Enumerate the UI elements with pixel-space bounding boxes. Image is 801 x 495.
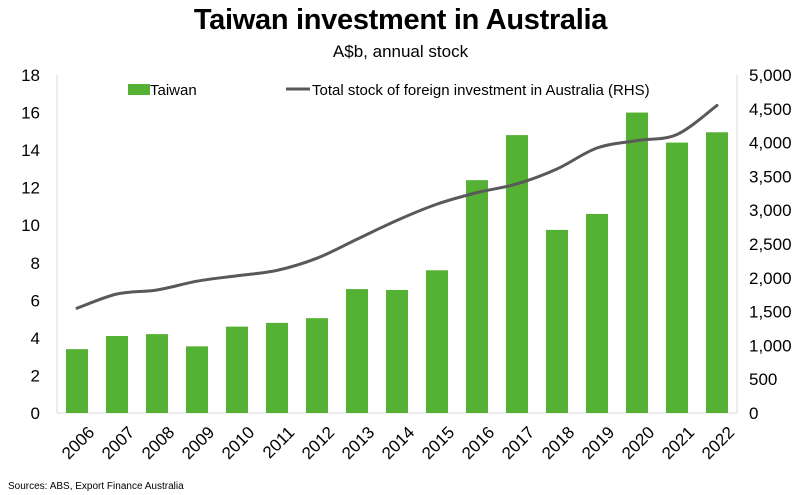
x-tick-label: 2009 xyxy=(178,423,218,463)
bar-taiwan-2010 xyxy=(226,326,248,413)
x-tick-label: 2008 xyxy=(138,423,178,463)
bar-taiwan-2018 xyxy=(546,229,568,413)
y-right-tick-label: 2,500 xyxy=(749,235,792,254)
x-tick-label: 2020 xyxy=(618,423,658,463)
bar-taiwan-2014 xyxy=(386,290,408,413)
y-right-tick-label: 1,500 xyxy=(749,303,792,322)
y-left-tick-label: 2 xyxy=(31,366,40,385)
x-tick-label: 2014 xyxy=(378,423,418,463)
chart-subtitle: A$b, annual stock xyxy=(332,42,469,61)
bar-taiwan-2011 xyxy=(266,322,288,413)
x-tick-label: 2013 xyxy=(338,423,378,463)
y-left-tick-label: 4 xyxy=(31,329,40,348)
x-tick-label: 2010 xyxy=(218,423,258,463)
bar-taiwan-2006 xyxy=(66,349,88,413)
bar-taiwan-2016 xyxy=(466,180,488,413)
x-tick-label: 2018 xyxy=(538,423,578,463)
y-right-tick-label: 3,000 xyxy=(749,201,792,220)
y-left-tick-label: 18 xyxy=(21,66,40,85)
bar-taiwan-2022 xyxy=(706,132,728,413)
x-tick-label: 2015 xyxy=(418,423,458,463)
bar-taiwan-2008 xyxy=(146,334,168,413)
y-right-tick-label: 500 xyxy=(749,370,777,389)
x-tick-label: 2022 xyxy=(698,423,738,463)
bar-taiwan-2021 xyxy=(666,142,688,413)
y-right-tick-label: 0 xyxy=(749,404,758,423)
y-left-tick-label: 10 xyxy=(21,216,40,235)
source-note: Sources: ABS, Export Finance Australia xyxy=(8,481,184,492)
x-tick-label: 2019 xyxy=(578,423,618,463)
x-tick-label: 2007 xyxy=(98,423,138,463)
y-left-tick-label: 12 xyxy=(21,179,40,198)
bar-taiwan-2019 xyxy=(586,213,608,413)
x-tick-label: 2017 xyxy=(498,423,538,463)
y-left-tick-label: 14 xyxy=(21,141,40,160)
x-tick-label: 2011 xyxy=(259,423,298,462)
bar-taiwan-2012 xyxy=(306,318,328,413)
y-left-tick-label: 16 xyxy=(21,104,40,123)
bar-taiwan-2017 xyxy=(506,135,528,413)
bar-taiwan-2015 xyxy=(426,270,448,413)
y-left-tick-label: 0 xyxy=(31,404,40,423)
y-right-tick-label: 1,000 xyxy=(749,336,792,355)
bar-taiwan-2007 xyxy=(106,336,128,413)
y-right-tick-label: 3,500 xyxy=(749,167,792,186)
x-tick-label: 2021 xyxy=(658,423,698,463)
legend-swatch-taiwan xyxy=(128,84,150,95)
bar-taiwan-2020 xyxy=(626,112,648,413)
y-right-tick-label: 2,000 xyxy=(749,269,792,288)
legend-label-taiwan: Taiwan xyxy=(150,82,197,99)
legend: Taiwan Total stock of foreign investment… xyxy=(128,82,650,99)
bar-taiwan-2009 xyxy=(186,346,208,413)
line-total-foreign-investment xyxy=(75,103,719,310)
legend-label-total-stock: Total stock of foreign investment in Aus… xyxy=(312,82,650,99)
x-tick-label: 2016 xyxy=(458,423,498,463)
x-tick-label: 2006 xyxy=(58,423,98,463)
y-left-tick-label: 8 xyxy=(31,254,40,273)
chart-title: Taiwan investment in Australia xyxy=(193,4,608,36)
x-tick-label: 2012 xyxy=(298,423,338,463)
y-right-tick-label: 4,000 xyxy=(749,134,792,153)
y-right-tick-label: 5,000 xyxy=(749,66,792,85)
y-right-tick-label: 4,500 xyxy=(749,100,792,119)
y-left-tick-label: 6 xyxy=(31,291,40,310)
bar-taiwan-2013 xyxy=(346,289,368,413)
